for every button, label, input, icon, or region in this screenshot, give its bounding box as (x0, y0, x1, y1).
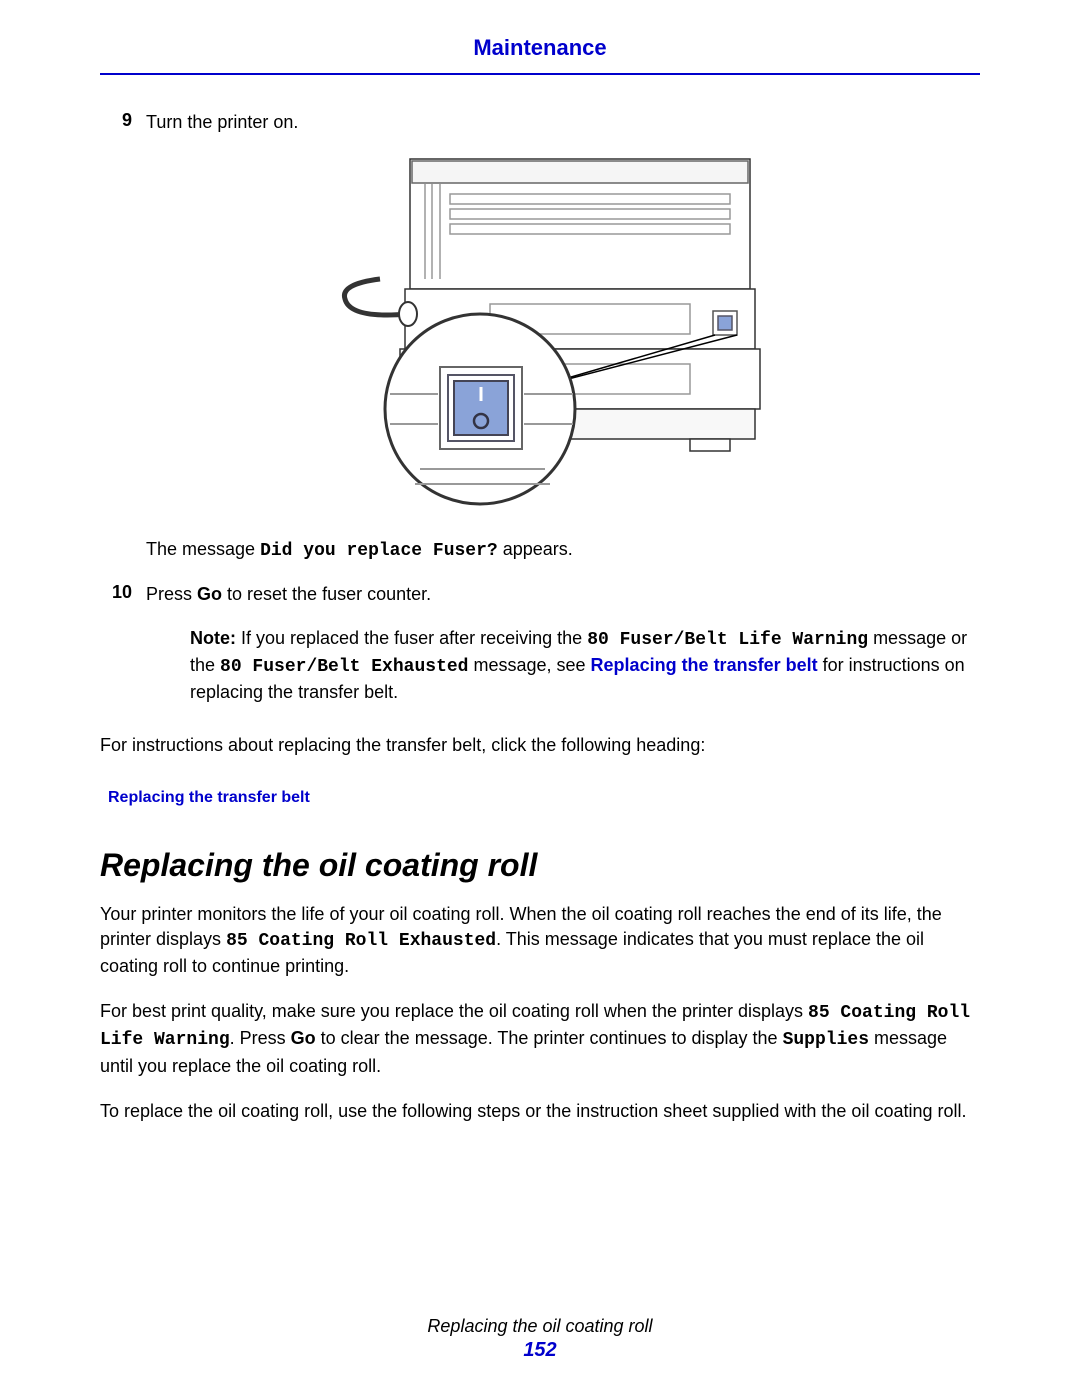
note-link[interactable]: Replacing the transfer belt (591, 655, 818, 675)
p2-t1: For best print quality, make sure you re… (100, 1001, 808, 1021)
footer-title: Replacing the oil coating roll (0, 1316, 1080, 1337)
step-number: 10 (100, 582, 146, 606)
note-code2: 80 Fuser/Belt Exhausted (220, 657, 468, 677)
page-header: Maintenance (100, 35, 980, 75)
step-number: 9 (100, 110, 146, 134)
msg-prefix: The message (146, 539, 260, 559)
p1-code1: 85 Coating Roll Exhausted (226, 931, 496, 951)
p2-go: Go (291, 1028, 316, 1048)
step-text: Turn the printer on. (146, 110, 980, 134)
page-content: Maintenance 9 Turn the printer on. (0, 0, 1080, 1397)
p2-t2: . Press (230, 1028, 291, 1048)
section-heading: Replacing the oil coating roll (100, 847, 980, 884)
step-10: 10 Press Go to reset the fuser counter. (100, 582, 980, 606)
instructions-paragraph: For instructions about replacing the tra… (100, 733, 980, 758)
oil-roll-para-3: To replace the oil coating roll, use the… (100, 1099, 980, 1124)
step-9: 9 Turn the printer on. (100, 110, 980, 134)
replacing-transfer-belt-link[interactable]: Replacing the transfer belt (108, 789, 980, 807)
note-t1: If you replaced the fuser after receivin… (241, 628, 587, 648)
oil-roll-para-2: For best print quality, make sure you re… (100, 999, 980, 1079)
page-footer: Replacing the oil coating roll 152 (0, 1316, 1080, 1362)
msg-code: Did you replace Fuser? (260, 541, 498, 561)
printer-power-switch-figure (290, 149, 790, 509)
msg-suffix: appears. (498, 539, 573, 559)
note-t3: message, see (468, 655, 590, 675)
footer-page-number: 152 (0, 1339, 1080, 1362)
step-text: Press Go to reset the fuser counter. (146, 582, 980, 606)
note-block: Note: If you replaced the fuser after re… (190, 626, 980, 706)
note-label: Note: (190, 628, 241, 648)
fuser-message-line: The message Did you replace Fuser? appea… (146, 537, 980, 563)
oil-roll-para-1: Your printer monitors the life of your o… (100, 902, 980, 980)
s10-suffix: to reset the fuser counter. (222, 584, 431, 604)
p2-t3: to clear the message. The printer contin… (316, 1028, 783, 1048)
p2-code2: Supplies (783, 1030, 869, 1050)
s10-go: Go (197, 584, 222, 604)
note-code1: 80 Fuser/Belt Life Warning (587, 630, 868, 650)
s10-prefix: Press (146, 584, 197, 604)
